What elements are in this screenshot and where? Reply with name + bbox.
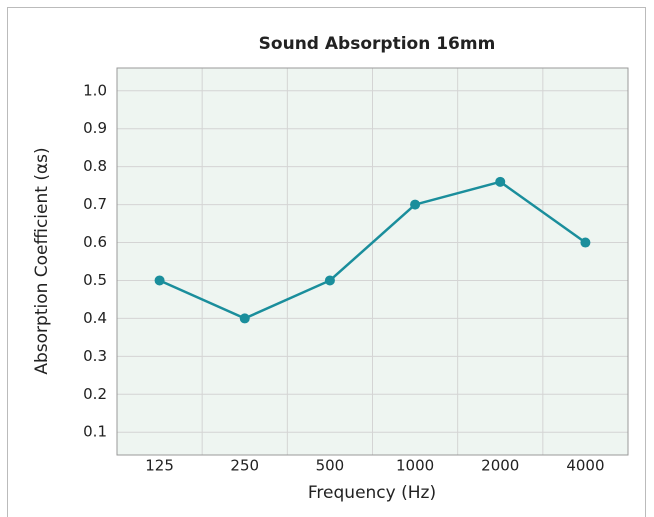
x-axis-label: Frequency (Hz) bbox=[308, 483, 436, 503]
y-tick-label: 0.9 bbox=[83, 119, 107, 137]
y-tick-label: 0.8 bbox=[83, 157, 107, 175]
x-tick-label: 4000 bbox=[566, 457, 604, 475]
y-tick-label: 0.5 bbox=[83, 271, 107, 289]
y-tick-label: 0.1 bbox=[83, 423, 107, 441]
y-tick-label: 0.4 bbox=[83, 309, 107, 327]
line bbox=[159, 180, 587, 320]
x-tick-label: 250 bbox=[230, 457, 259, 475]
marker bbox=[239, 313, 250, 324]
marker bbox=[324, 275, 335, 286]
x-tick-label: 500 bbox=[316, 457, 345, 475]
x-tick-label: 2000 bbox=[481, 457, 519, 475]
plot-border bbox=[116, 67, 629, 456]
y-tick-label: 1.0 bbox=[83, 81, 107, 99]
marker bbox=[410, 199, 421, 210]
x-tick-label: 125 bbox=[145, 457, 174, 475]
y-axis-label: Absorption Coefficient (αs) bbox=[32, 147, 52, 374]
y-tick-label: 0.2 bbox=[83, 385, 107, 403]
marker bbox=[154, 275, 165, 286]
marker bbox=[495, 176, 506, 187]
chart-title: Sound Absorption 16mm bbox=[259, 34, 496, 54]
y-tick-label: 0.6 bbox=[83, 233, 107, 251]
x-tick-label: 1000 bbox=[396, 457, 434, 475]
marker bbox=[580, 237, 591, 248]
y-tick-label: 0.7 bbox=[83, 195, 107, 213]
y-tick-label: 0.3 bbox=[83, 347, 107, 365]
